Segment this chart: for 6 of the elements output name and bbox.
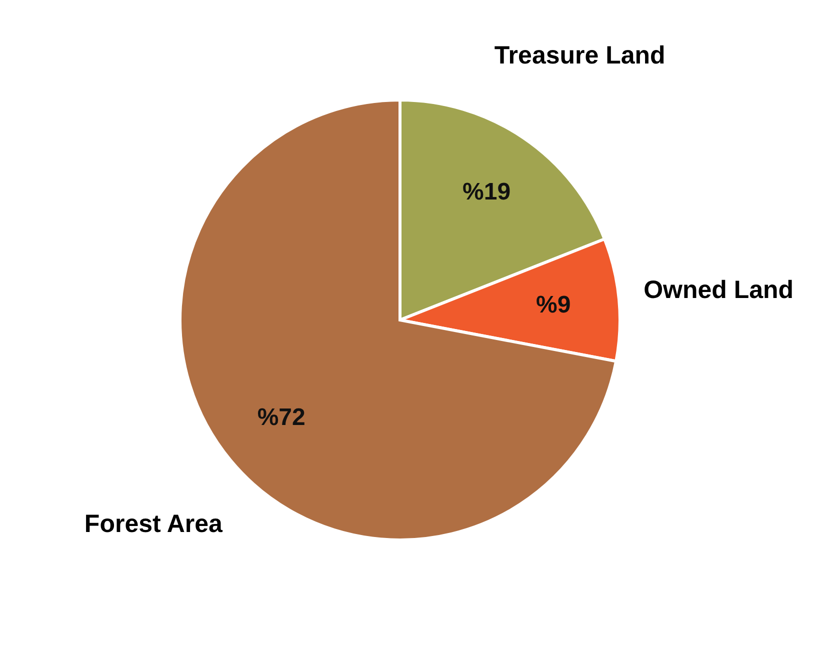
slice-label: Owned Land <box>644 276 794 304</box>
data-label: %72 <box>257 404 306 432</box>
slice-label: Forest Area <box>84 510 224 538</box>
slice-label: Treasure Land <box>494 41 666 70</box>
data-label: %19 <box>462 178 511 206</box>
data-label: %9 <box>536 292 571 319</box>
